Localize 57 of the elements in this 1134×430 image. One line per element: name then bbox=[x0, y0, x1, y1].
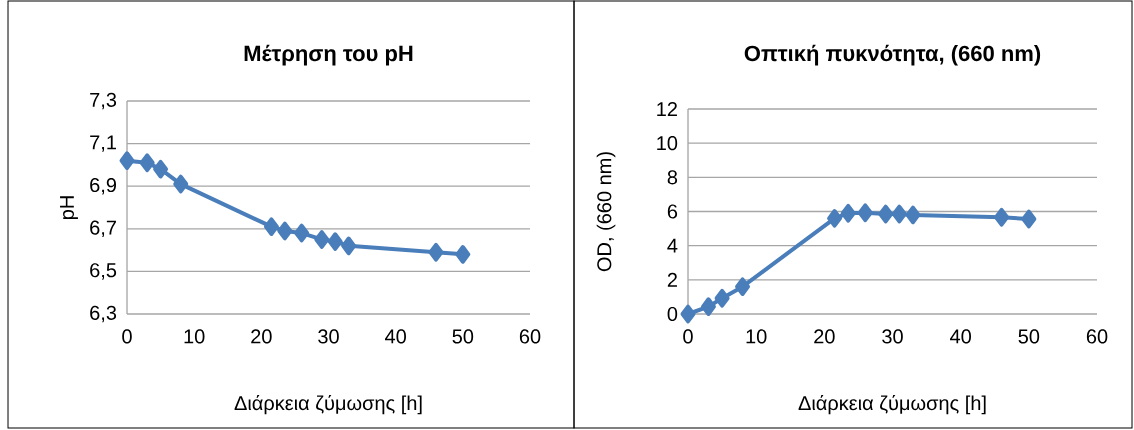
point bbox=[294, 223, 310, 243]
point bbox=[327, 232, 343, 251]
x-tick-label: 20 bbox=[251, 329, 272, 344]
y-tick-label: 6 bbox=[667, 204, 678, 219]
point bbox=[119, 151, 135, 170]
y-tick-label: 8 bbox=[667, 170, 678, 185]
x-tick-label: 10 bbox=[746, 329, 767, 344]
y-tick-label: 6,9 bbox=[90, 177, 116, 195]
point bbox=[680, 304, 696, 324]
x-tick-label: 40 bbox=[385, 329, 406, 344]
point bbox=[428, 242, 444, 262]
x-tick-label: 60 bbox=[519, 329, 541, 344]
x-axis-title: Διάρκεια ζύμωσης [h] bbox=[234, 394, 422, 415]
point bbox=[994, 207, 1010, 227]
point bbox=[827, 209, 843, 228]
point bbox=[263, 217, 279, 237]
x-tick-label: 30 bbox=[318, 329, 339, 344]
x-tick-label: 20 bbox=[814, 329, 835, 344]
point bbox=[840, 203, 856, 223]
point bbox=[341, 236, 357, 256]
point bbox=[277, 221, 293, 241]
point bbox=[455, 245, 471, 264]
y-tick-label: 6,5 bbox=[90, 263, 117, 280]
x-tick-label: 30 bbox=[882, 329, 903, 344]
point bbox=[173, 174, 189, 194]
x-axis-title: Διάρκεια ζύμωσης [h] bbox=[798, 394, 986, 415]
x-tick-label: 60 bbox=[1086, 329, 1108, 344]
y-tick-label: 12 bbox=[657, 102, 677, 116]
point bbox=[314, 230, 330, 249]
x-tick-label: 10 bbox=[184, 329, 205, 344]
point bbox=[891, 204, 907, 224]
y-tick-label: 7,3 bbox=[90, 92, 117, 110]
x-tick-label: 50 bbox=[1018, 329, 1040, 344]
point bbox=[857, 203, 873, 223]
point bbox=[700, 297, 716, 316]
point bbox=[714, 288, 730, 308]
point bbox=[878, 204, 894, 224]
y-axis-title: pH bbox=[60, 196, 78, 219]
y-tick-label: 2 bbox=[667, 272, 677, 287]
y-tick-label: 10 bbox=[657, 136, 678, 151]
y-tick-label: 0 bbox=[667, 306, 678, 322]
y-tick-label: 7,1 bbox=[90, 135, 116, 152]
x-tick-label: 0 bbox=[683, 329, 693, 344]
point bbox=[905, 205, 921, 225]
x-tick-label: 40 bbox=[950, 329, 971, 344]
y-tick-label: 6,7 bbox=[90, 220, 116, 238]
x-tick-label: 50 bbox=[452, 329, 474, 344]
point bbox=[153, 159, 169, 179]
y-tick-label: 6,3 bbox=[90, 305, 117, 323]
x-tick-label: 0 bbox=[122, 329, 132, 344]
chart-title: Οπτική πυκνότητα, (660 nm) bbox=[744, 44, 1041, 66]
y-axis-title: OD, (660 nm) bbox=[596, 152, 616, 272]
point bbox=[1021, 209, 1037, 229]
y-tick-label: 4 bbox=[667, 238, 678, 253]
chart-title: Μέτρηση του pH bbox=[244, 44, 413, 66]
point bbox=[735, 277, 751, 296]
point bbox=[139, 153, 155, 173]
